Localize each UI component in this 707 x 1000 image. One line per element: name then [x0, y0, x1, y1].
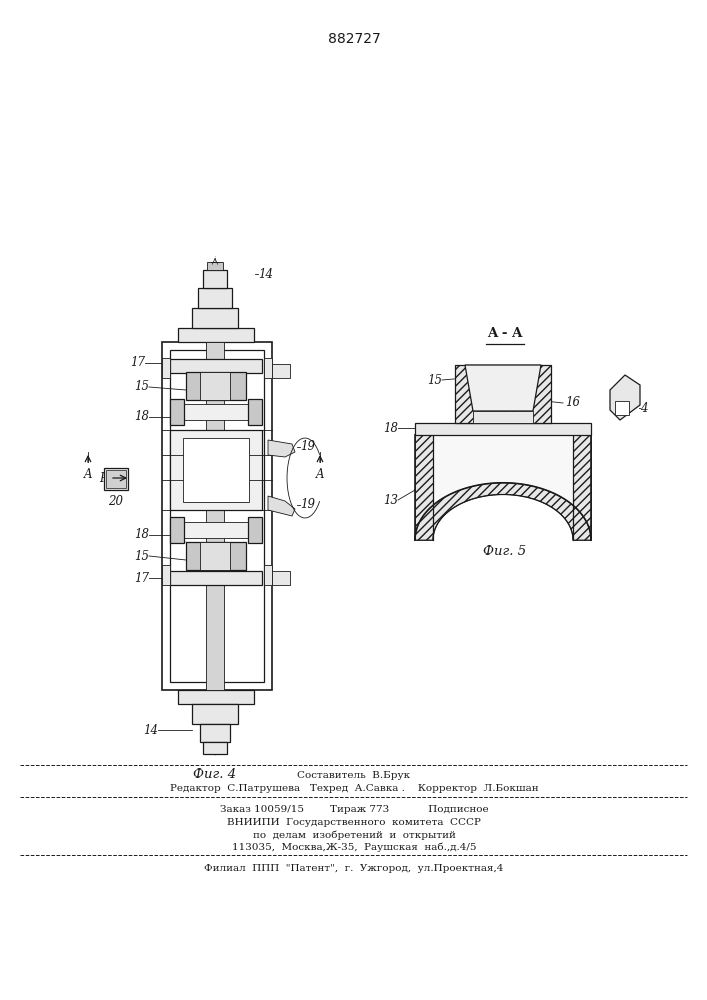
Polygon shape [465, 365, 541, 411]
Bar [184, 404, 248, 420]
Text: 14: 14 [143, 724, 158, 736]
Bar [170, 571, 262, 585]
Bar [200, 724, 230, 742]
Text: 4: 4 [640, 401, 648, 414]
Text: A: A [316, 468, 325, 481]
Text: 17: 17 [130, 357, 145, 369]
Bar [615, 401, 629, 415]
Bar [162, 358, 170, 378]
Bar [170, 359, 262, 373]
Text: 113035,  Москва,Ж-35,  Раушская  наб.,д.4/5: 113035, Москва,Ж-35, Раушская наб.,д.4/5 [232, 842, 477, 852]
Text: 18: 18 [134, 410, 149, 424]
Text: Заказ 10059/15        Тираж 773            Подписное: Заказ 10059/15 Тираж 773 Подписное [220, 805, 489, 814]
Bar [170, 399, 184, 425]
Bar [192, 308, 238, 328]
Bar [162, 565, 170, 585]
Text: Редактор  С.Патрушева   Техред  А.Савка .    Корректор  Л.Бокшан: Редактор С.Патрушева Техред А.Савка . Ко… [170, 784, 538, 793]
Bar [455, 365, 551, 423]
Bar [473, 411, 533, 423]
Bar [203, 742, 227, 754]
Polygon shape [433, 435, 573, 540]
Polygon shape [268, 496, 295, 516]
Polygon shape [268, 440, 295, 457]
Polygon shape [415, 483, 591, 540]
Bar [162, 342, 272, 690]
Bar [198, 288, 232, 308]
Bar [192, 704, 238, 724]
Text: 17: 17 [134, 572, 149, 584]
Text: 20: 20 [108, 495, 124, 508]
Bar [248, 517, 262, 543]
Polygon shape [573, 435, 591, 540]
Bar [200, 372, 230, 400]
Bar [183, 438, 249, 502]
Polygon shape [415, 435, 433, 540]
Bar [170, 517, 184, 543]
Bar [264, 358, 272, 378]
Bar [207, 262, 223, 270]
Polygon shape [610, 375, 640, 420]
Bar [178, 690, 254, 704]
Bar [184, 522, 248, 538]
Text: по  делам  изобретений  и  открытий: по делам изобретений и открытий [252, 830, 455, 840]
Text: Составитель  В.Брук: Составитель В.Брук [298, 771, 411, 780]
Bar [415, 423, 591, 435]
Bar [104, 468, 128, 490]
Bar [170, 430, 262, 510]
Bar [248, 399, 262, 425]
Text: 15: 15 [427, 373, 442, 386]
Text: 13: 13 [383, 493, 398, 506]
Text: 15: 15 [134, 380, 149, 393]
Text: Фиг. 5: Фиг. 5 [484, 545, 527, 558]
Text: 19: 19 [300, 440, 315, 454]
Text: 14: 14 [258, 267, 273, 280]
Text: 18: 18 [383, 422, 398, 434]
Bar [264, 565, 272, 585]
Text: 19: 19 [300, 498, 315, 512]
Bar [178, 328, 254, 342]
Bar [272, 571, 290, 585]
Text: 16: 16 [565, 396, 580, 410]
Text: 18: 18 [134, 528, 149, 542]
Bar [272, 364, 290, 378]
Text: ВНИИПИ  Государственного  комитета  СССР: ВНИИПИ Государственного комитета СССР [227, 818, 481, 827]
Text: A: A [83, 468, 92, 481]
Text: P: P [99, 472, 107, 485]
Text: Филиал  ППП  "Патент",  г.  Ужгород,  ул.Проектная,4: Филиал ППП "Патент", г. Ужгород, ул.Прое… [204, 864, 503, 873]
Bar [200, 542, 230, 570]
Bar [170, 350, 264, 682]
Text: A - A: A - A [487, 327, 522, 340]
Bar [186, 372, 246, 400]
Bar [186, 542, 246, 570]
Bar [203, 270, 227, 288]
Text: 15: 15 [134, 550, 149, 562]
Text: Фиг. 4: Фиг. 4 [194, 768, 237, 781]
Text: 882727: 882727 [327, 32, 380, 46]
Polygon shape [106, 470, 126, 488]
Bar [206, 342, 224, 690]
